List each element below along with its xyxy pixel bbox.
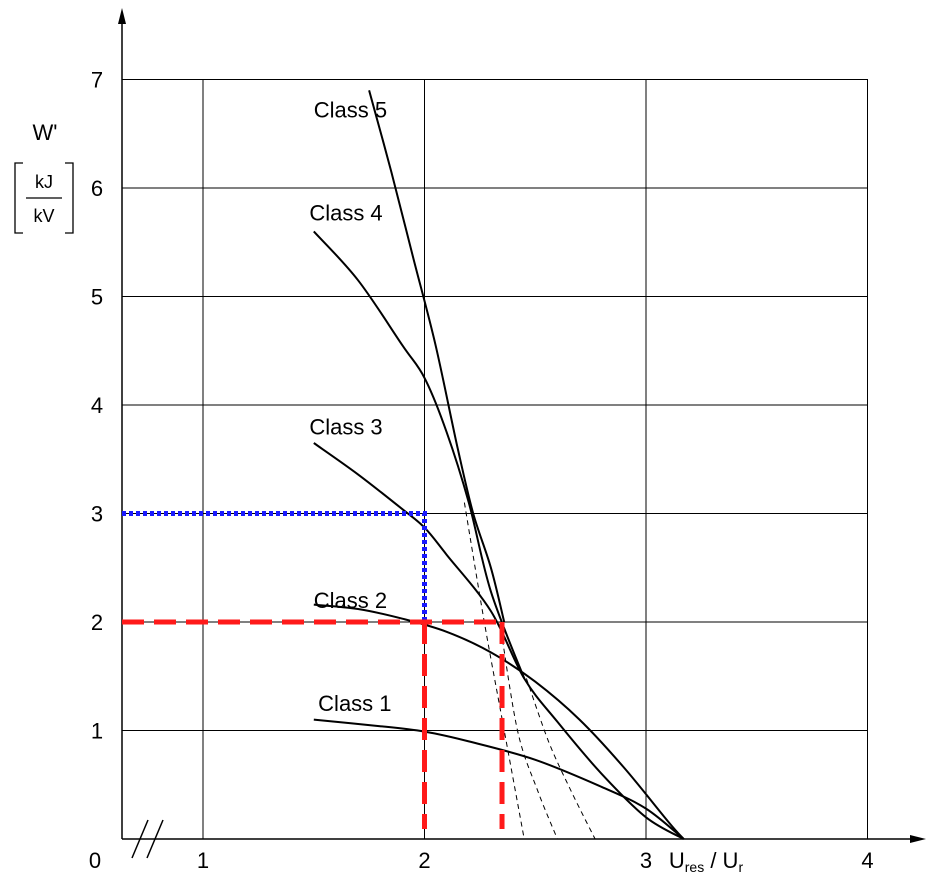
x-tick-label-3: 3 (640, 848, 652, 873)
grid (122, 79, 868, 839)
series-line-class-5 (368, 90, 506, 623)
x-tick-labels: 1 2 3 4 (197, 848, 874, 873)
y-tick-label-3: 3 (91, 502, 103, 527)
axes (118, 8, 926, 859)
x-tick-label-2: 2 (418, 848, 430, 873)
x-tick-label-1: 1 (197, 848, 209, 873)
y-axis-label: W' (33, 120, 58, 145)
reference-lines (122, 511, 505, 829)
y-tick-label-1: 1 (91, 719, 103, 744)
extrapolation-lines (463, 502, 596, 840)
axis-break (131, 819, 164, 859)
series-line-class-3 (313, 442, 685, 840)
y-tick-label-2: 2 (91, 610, 103, 635)
series-line-class-1 (313, 718, 685, 840)
series-labels: Class 1 Class 2 Class 3 Class 4 Class 5 (309, 97, 391, 715)
y-tick-labels: 1 2 3 4 5 6 7 (91, 68, 103, 744)
series-line-class-4 (313, 230, 526, 679)
series-line-class-2 (313, 603, 685, 840)
axis-break-stroke-1 (131, 819, 149, 859)
y-unit-bracket (14, 162, 74, 234)
series-label-class-3: Class 3 (309, 414, 382, 439)
y-tick-label-4: 4 (91, 393, 103, 418)
x-tick-label-4: 4 (861, 848, 873, 873)
y-unit-denominator: kV (33, 206, 54, 226)
y-tick-label-5: 5 (91, 285, 103, 310)
series-label-class-2: Class 2 (314, 588, 387, 613)
y-unit-numerator: kJ (35, 172, 53, 192)
y-tick-label-6: 6 (91, 176, 103, 201)
extrapolation-line-1 (463, 502, 525, 840)
axis-break-stroke-2 (146, 819, 164, 859)
y-tick-label-7: 7 (91, 68, 103, 93)
series-label-class-4: Class 4 (309, 201, 382, 226)
extrapolation-line-3 (525, 678, 596, 840)
blue-reference-line (122, 511, 427, 622)
series-curves (313, 90, 685, 840)
y-axis-arrow (118, 8, 126, 24)
series-label-class-5: Class 5 (314, 97, 387, 122)
x-axis-arrow (910, 835, 926, 843)
series-label-class-1: Class 1 (318, 691, 391, 716)
origin-label: 0 (89, 848, 101, 873)
x-axis-label: Ures / Ur (669, 848, 744, 875)
